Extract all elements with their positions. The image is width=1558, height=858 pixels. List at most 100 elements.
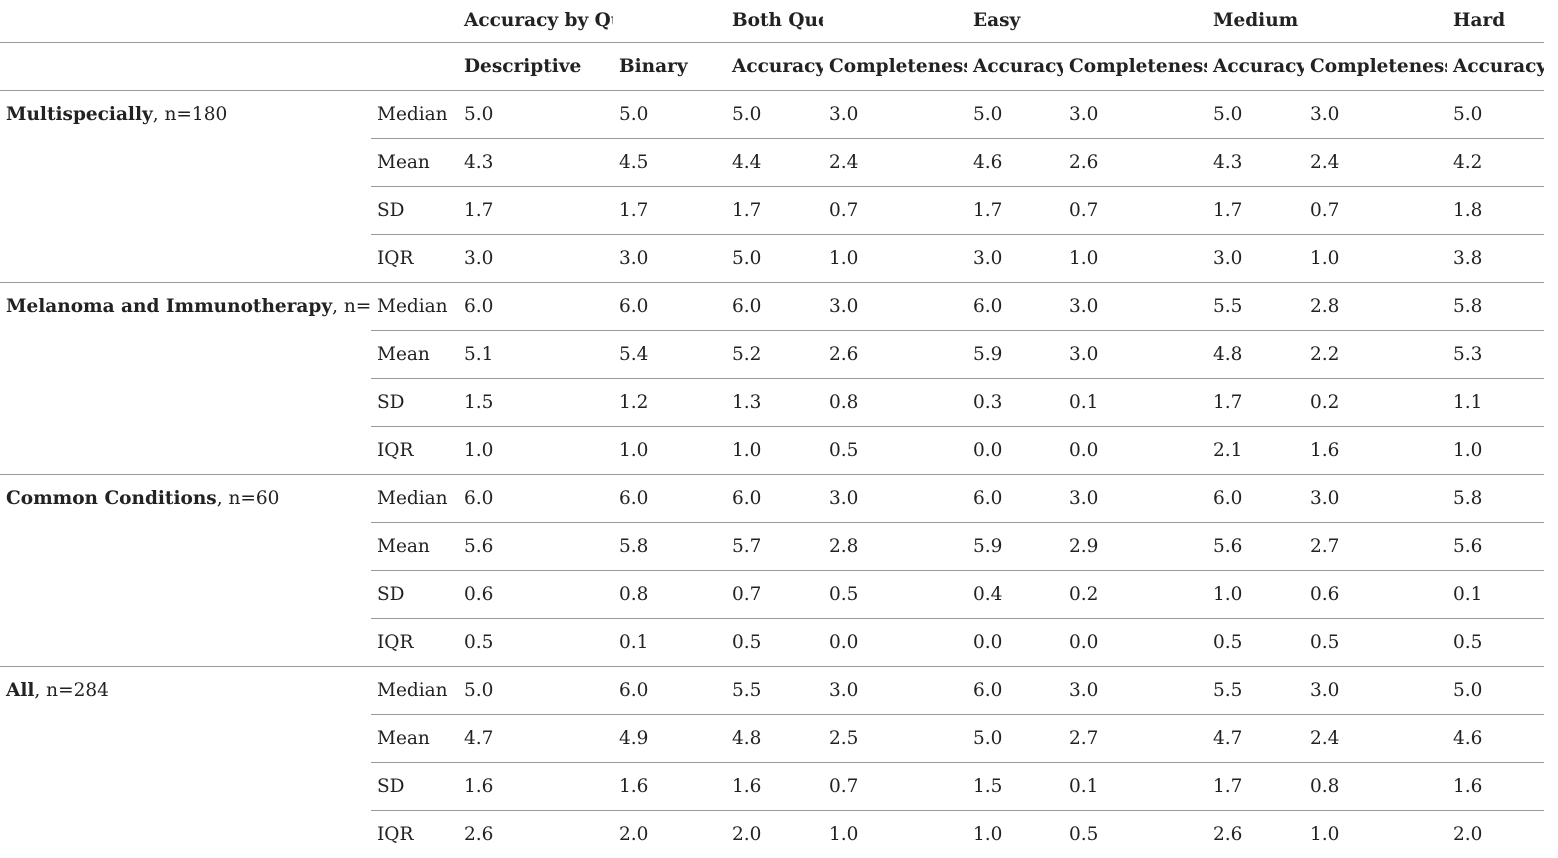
stat-label: SD: [371, 379, 458, 427]
table-cell: 6.0: [613, 283, 726, 331]
column-header: Accuracy: [967, 43, 1063, 91]
table-cell: 4.5: [613, 139, 726, 187]
table-cell: 1.7: [967, 187, 1063, 235]
column-header: Descriptive: [458, 43, 613, 91]
table-cell: 2.4: [823, 139, 967, 187]
table-cell: 3.0: [823, 91, 967, 139]
table-cell: 4.7: [458, 715, 613, 763]
table-cell: 4.3: [1207, 139, 1304, 187]
header-group-accuracy-by-type: Accuracy by Question Type: [458, 0, 613, 43]
table-cell: 5.8: [613, 523, 726, 571]
table-cell: 3.0: [1207, 235, 1304, 283]
table-cell: 6.0: [967, 475, 1063, 523]
table-cell: 4.4: [726, 139, 823, 187]
table-cell: 3.0: [1063, 283, 1207, 331]
table-cell: 5.0: [613, 91, 726, 139]
table-cell: 2.7: [1063, 715, 1207, 763]
table-cell: 2.7: [1304, 523, 1447, 571]
table-cell: 1.6: [726, 763, 823, 811]
table-cell: 0.0: [1063, 427, 1207, 475]
table-cell: 0.7: [823, 763, 967, 811]
header-empty-cell: [613, 0, 726, 43]
table-cell: 3.0: [1304, 91, 1447, 139]
table-cell: 3.0: [823, 475, 967, 523]
group-name: Multispecially: [6, 104, 153, 125]
table-cell: 2.0: [726, 811, 823, 858]
table-cell: 0.5: [458, 619, 613, 667]
table-cell: 2.6: [1207, 811, 1304, 858]
table-cell: 1.6: [1447, 763, 1544, 811]
table-cell: 5.3: [1447, 331, 1544, 379]
stat-label: Mean: [371, 715, 458, 763]
table-cell: 2.8: [1304, 283, 1447, 331]
header-empty-cell: [823, 0, 967, 43]
table-cell: 0.7: [726, 571, 823, 619]
table-cell: 1.0: [726, 427, 823, 475]
table-cell: 6.0: [726, 283, 823, 331]
table-cell: 1.6: [1304, 427, 1447, 475]
table-cell: 0.0: [967, 427, 1063, 475]
table-cell: 1.7: [1207, 187, 1304, 235]
column-header: Completeness: [1304, 43, 1447, 91]
table-cell: 0.2: [1063, 571, 1207, 619]
table-cell: 0.5: [823, 571, 967, 619]
group-label: Melanoma and Immunotherapy, n=44: [0, 283, 371, 475]
table-cell: 1.0: [823, 811, 967, 858]
header-empty-cell: [371, 43, 458, 91]
header-empty-cell: [1063, 0, 1207, 43]
table-cell: 1.0: [1207, 571, 1304, 619]
table-cell: 0.1: [1063, 379, 1207, 427]
header-empty-cell: [371, 0, 458, 43]
table-cell: 5.0: [726, 235, 823, 283]
group-label: Multispecially, n=180: [0, 91, 371, 283]
table-cell: 6.0: [458, 283, 613, 331]
header-empty-cell: [0, 0, 371, 43]
table-cell: 5.5: [1207, 283, 1304, 331]
table-cell: 1.8: [1447, 187, 1544, 235]
table-cell: 0.7: [1304, 187, 1447, 235]
table-cell: 0.1: [1447, 571, 1544, 619]
stat-label: Mean: [371, 523, 458, 571]
table-cell: 2.0: [1447, 811, 1544, 858]
table-cell: 1.0: [967, 811, 1063, 858]
table-cell: 1.7: [613, 187, 726, 235]
group-label: All, n=284: [0, 667, 371, 858]
table-cell: 0.8: [1304, 763, 1447, 811]
table-cell: 0.8: [613, 571, 726, 619]
stat-label: Median: [371, 475, 458, 523]
group-count: , n=44: [332, 296, 371, 317]
table-cell: 1.0: [458, 427, 613, 475]
table-cell: 3.0: [823, 667, 967, 715]
stat-label: Median: [371, 283, 458, 331]
table-cell: 0.8: [823, 379, 967, 427]
table-cell: 2.6: [823, 331, 967, 379]
stat-label: SD: [371, 571, 458, 619]
header-group-easy: Easy: [967, 0, 1063, 43]
table-cell: 0.6: [1304, 571, 1447, 619]
table-cell: 1.7: [1207, 763, 1304, 811]
table-cell: 0.4: [967, 571, 1063, 619]
group-count: , n=284: [34, 680, 109, 701]
table-cell: 2.4: [1304, 715, 1447, 763]
column-header: Completeness: [823, 43, 967, 91]
table-cell: 0.3: [967, 379, 1063, 427]
table-cell: 3.0: [613, 235, 726, 283]
table-cell: 0.5: [726, 619, 823, 667]
table-cell: 0.7: [823, 187, 967, 235]
table-cell: 3.0: [458, 235, 613, 283]
header-empty-cell: [1304, 0, 1447, 43]
table-cell: 5.6: [1447, 523, 1544, 571]
stat-label: SD: [371, 763, 458, 811]
table-cell: 2.5: [823, 715, 967, 763]
table-cell: 4.7: [1207, 715, 1304, 763]
table-cell: 4.2: [1447, 139, 1544, 187]
table-cell: 0.0: [967, 619, 1063, 667]
table-cell: 3.0: [1304, 475, 1447, 523]
table-cell: 2.8: [823, 523, 967, 571]
table-cell: 3.8: [1447, 235, 1544, 283]
table-cell: 5.0: [726, 91, 823, 139]
